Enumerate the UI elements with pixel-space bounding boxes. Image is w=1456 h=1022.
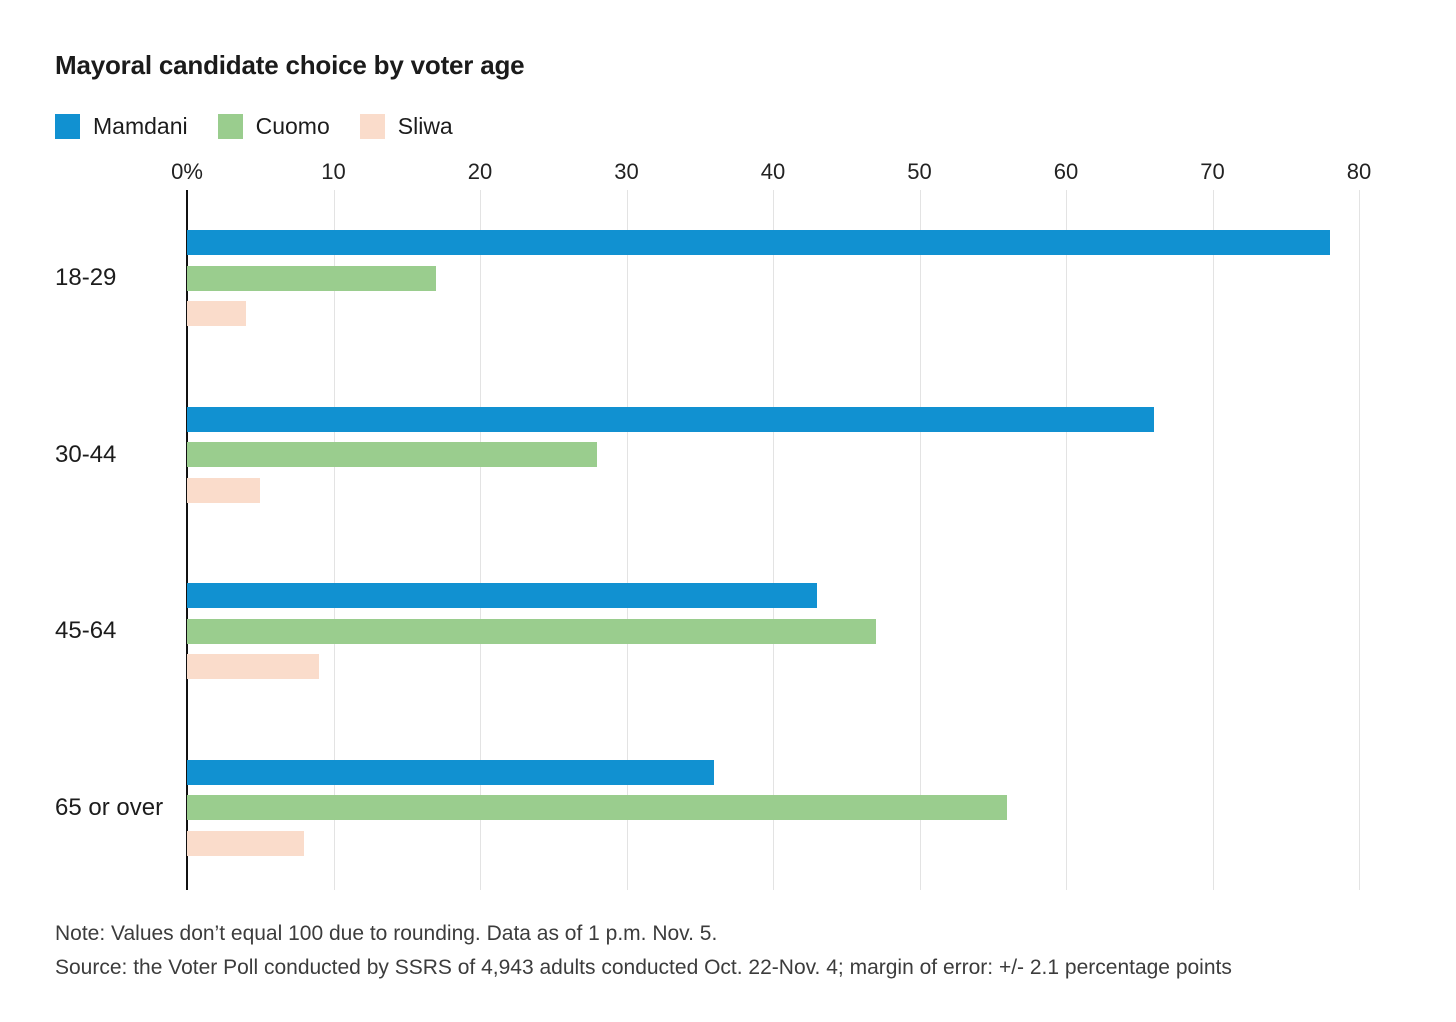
legend-label: Sliwa: [397, 113, 453, 139]
bar-cuomo: [187, 795, 1008, 820]
legend-label: Mamdani: [93, 113, 188, 139]
x-gridline: [1212, 190, 1214, 890]
x-tick-label: 20: [467, 159, 493, 184]
x-gridline: [773, 190, 774, 890]
bar-mamdani: [187, 406, 1154, 432]
chart-title: Mayoral candidate choice by voter age: [55, 50, 525, 80]
legend-item-sliwa: Sliwa: [359, 113, 453, 140]
y-category-label: 30-44: [55, 440, 117, 468]
legend-label: Cuomo: [255, 113, 330, 139]
legend-swatch-icon: [217, 114, 243, 139]
x-tick-label: 30: [614, 159, 639, 184]
x-tick-label: 10: [321, 159, 346, 184]
x-gridline: [480, 190, 481, 890]
bar-cuomo: [187, 618, 876, 644]
bar-mamdani: [187, 230, 1330, 255]
chart-source: Source: the Voter Poll conducted by SSRS…: [55, 956, 1232, 979]
bar-mamdani: [187, 759, 715, 785]
x-tick-label: 60: [1053, 159, 1079, 184]
x-gridline: [919, 190, 921, 890]
y-category-label: 18-29: [55, 264, 117, 291]
bar-cuomo: [187, 442, 598, 467]
bar-mamdani: [187, 583, 817, 608]
bar-sliwa: [187, 301, 246, 326]
x-gridline: [626, 190, 628, 890]
legend-swatch-icon: [55, 114, 80, 139]
legend-swatch-icon: [359, 114, 385, 139]
x-gridline: [1066, 190, 1067, 890]
bar-sliwa: [187, 477, 261, 503]
bar-sliwa: [187, 830, 305, 856]
legend: Mamdani Cuomo Sliwa: [55, 113, 483, 140]
x-gridline: [1359, 190, 1360, 890]
x-tick-label: 50: [907, 159, 932, 184]
x-axis-zero-line: [186, 190, 188, 890]
y-category-label: 45-64: [55, 617, 117, 644]
x-tick-label: 40: [760, 159, 786, 184]
bar-cuomo: [187, 265, 437, 291]
legend-item-cuomo: Cuomo: [217, 113, 330, 140]
bar-sliwa: [187, 654, 319, 679]
y-category-label: 65 or over: [55, 793, 164, 821]
x-tick-label: 0%: [171, 159, 203, 184]
x-tick-label: 80: [1346, 159, 1372, 184]
chart-note: Note: Values don’t equal 100 due to roun…: [55, 922, 718, 945]
legend-item-mamdani: Mamdani: [55, 113, 188, 140]
x-tick-label: 70: [1200, 159, 1225, 184]
x-gridline: [333, 190, 335, 890]
